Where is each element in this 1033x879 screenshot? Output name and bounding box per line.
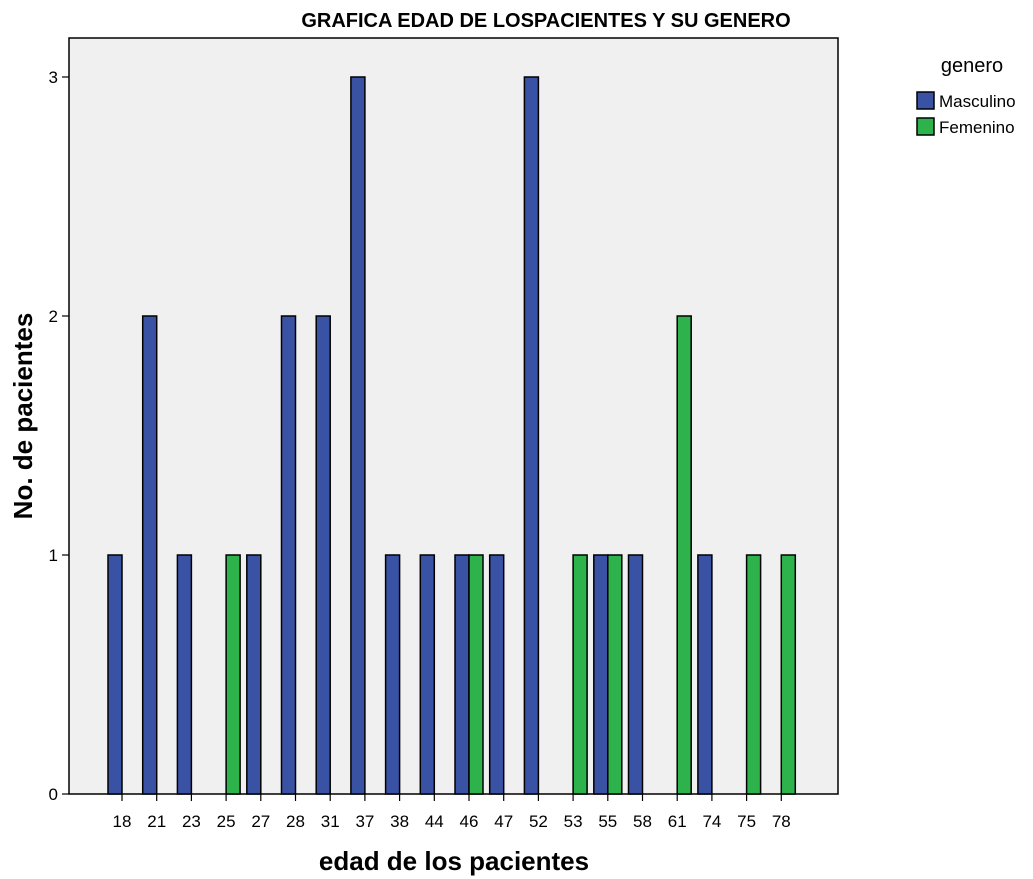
x-tick-label: 27 [251, 812, 270, 831]
bar-masculino-28 [280, 315, 297, 795]
x-tick-label: 23 [182, 812, 201, 831]
y-axis-title: No. de pacientes [8, 313, 38, 520]
bar-femenino-53 [572, 554, 588, 795]
bar-femenino-25 [225, 554, 241, 795]
x-tick-label: 44 [425, 812, 444, 831]
x-tick-label: 46 [460, 812, 479, 831]
x-tick-label: 58 [633, 812, 652, 831]
bar-femenino-78 [780, 554, 797, 795]
bar-femenino-55 [607, 554, 623, 795]
y-tick-label: 0 [49, 785, 58, 804]
bars-group [107, 76, 797, 795]
bar-masculino-38 [384, 554, 401, 795]
x-tick-label: 47 [494, 812, 513, 831]
x-tick-label: 78 [772, 812, 791, 831]
bar-masculino-46 [454, 554, 470, 795]
bar-masculino-44 [419, 554, 436, 795]
x-tick-label: 38 [390, 812, 409, 831]
legend-swatch-masculino [916, 91, 935, 110]
chart-title: GRAFICA EDAD DE LOSPACIENTES Y SU GENERO [301, 10, 790, 32]
bar-masculino-47 [488, 554, 505, 795]
x-axis: 18 21 23 25 27 28 31 37 38 44 46 47 52 53 55 58 61 74 75 78 [113, 794, 791, 831]
x-tick-label: 53 [564, 812, 583, 831]
y-axis: 0 1 2 3 [49, 68, 69, 804]
y-tick-label: 2 [49, 307, 58, 326]
x-tick-label: 55 [598, 812, 617, 831]
bar-masculino-58 [627, 554, 644, 795]
x-tick-label: 21 [147, 812, 166, 831]
legend-swatch-femenino [916, 117, 935, 136]
bar-masculino-52 [523, 76, 540, 795]
bar-masculino-37 [350, 76, 366, 795]
bar-masculino-21 [141, 315, 158, 795]
x-tick-label: 25 [217, 812, 236, 831]
legend-label-masculino: Masculino [939, 92, 1016, 111]
x-tick-label: 28 [286, 812, 305, 831]
x-tick-label: 52 [529, 812, 548, 831]
x-tick-label: 74 [702, 812, 721, 831]
bar-masculino-18 [107, 554, 123, 795]
x-axis-title: edad de los pacientes [319, 846, 589, 876]
x-tick-label: 37 [355, 812, 374, 831]
bar-masculino-74 [697, 554, 713, 795]
bar-femenino-75 [745, 554, 762, 795]
bar-masculino-27 [246, 554, 262, 795]
legend-label-femenino: Femenino [939, 118, 1015, 137]
x-tick-label: 31 [321, 812, 340, 831]
legend-title: genero [941, 55, 1003, 77]
bar-masculino-55 [593, 554, 609, 795]
bar-femenino-61 [676, 315, 692, 795]
y-tick-label: 1 [49, 546, 58, 565]
x-tick-label: 61 [668, 812, 687, 831]
bar-femenino-46 [468, 554, 484, 795]
bar-masculino-23 [176, 554, 193, 795]
x-tick-label: 75 [737, 812, 756, 831]
bar-masculino-31 [315, 315, 331, 795]
y-tick-label: 3 [49, 68, 58, 87]
legend: genero Masculino Femenino [916, 55, 1016, 137]
x-tick-label: 18 [113, 812, 132, 831]
